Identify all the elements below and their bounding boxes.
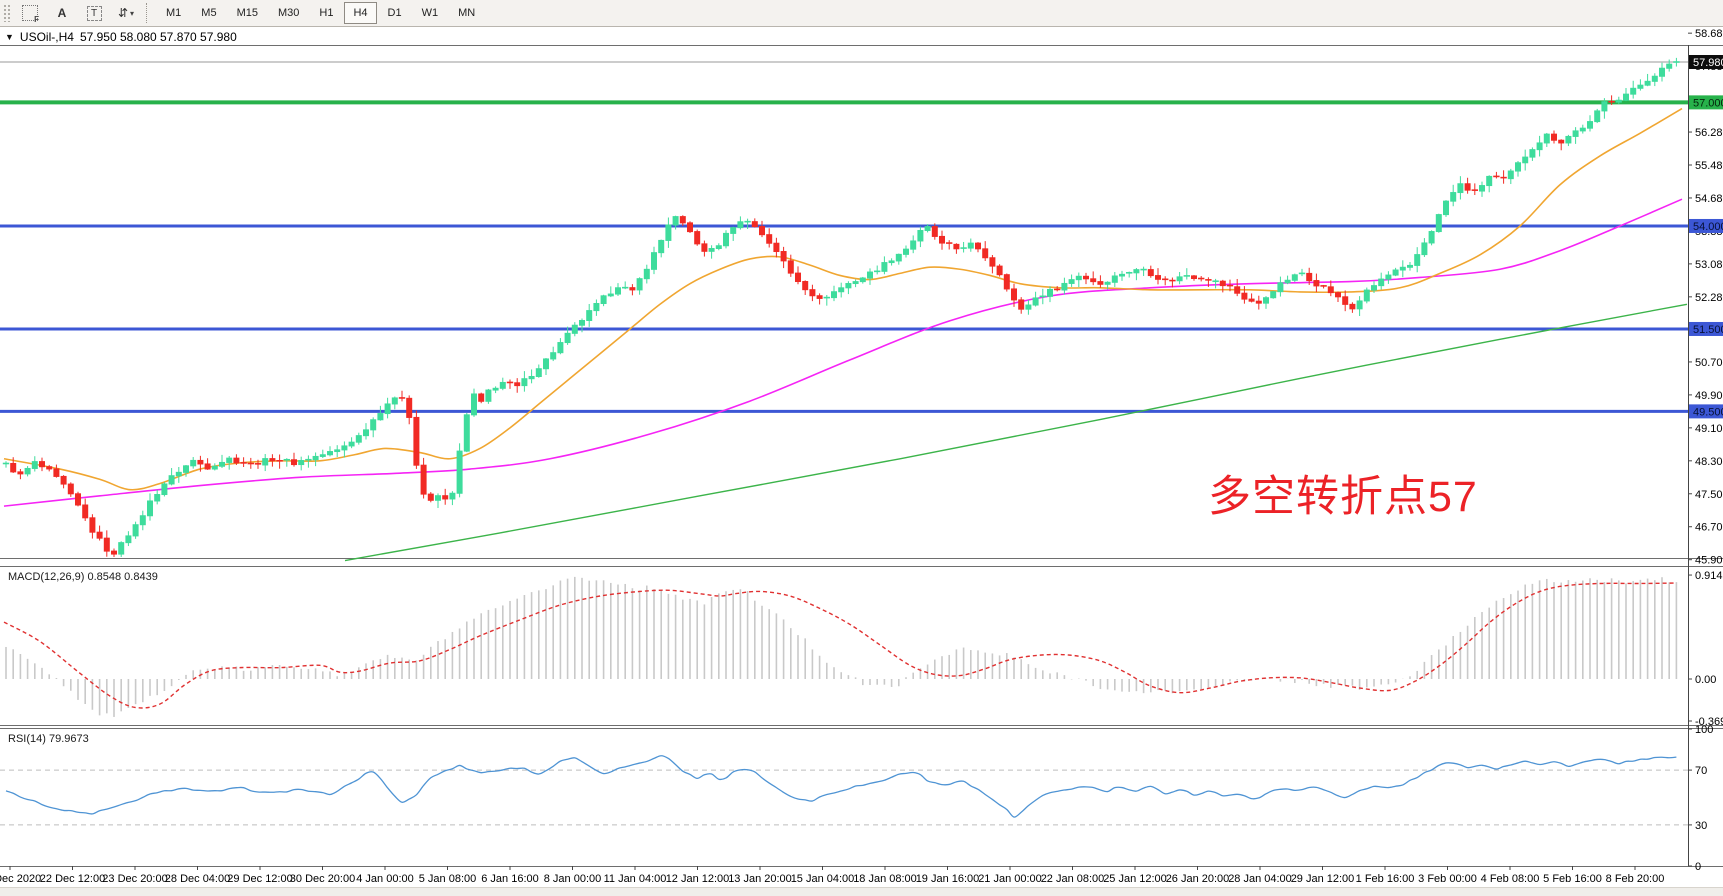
svg-text:8 Jan 00:00: 8 Jan 00:00 (544, 873, 602, 885)
svg-text:3 Feb 00:00: 3 Feb 00:00 (1418, 873, 1477, 885)
dropdown-caret-icon[interactable]: ▾ (130, 8, 135, 18)
svg-text:-0.3693: -0.3693 (1695, 716, 1723, 728)
timeframe-button-m30[interactable]: M30 (277, 7, 300, 19)
svg-text:18 Jan 08:00: 18 Jan 08:00 (853, 873, 917, 885)
svg-text:49.900: 49.900 (1695, 390, 1723, 402)
timeframe-button-mn[interactable]: MN (458, 7, 476, 19)
svg-text:11 Jan 04:00: 11 Jan 04:00 (604, 873, 667, 885)
svg-text:56.280: 56.280 (1695, 127, 1723, 139)
svg-text:28 Jan 04:00: 28 Jan 04:00 (1228, 873, 1292, 885)
svg-text:19 Jan 16:00: 19 Jan 16:00 (916, 873, 980, 885)
top-toolbar: F A T ⇵ ▾ M1 M5 M15 M30 H1 H4 D1 W1 MN (0, 0, 1723, 27)
svg-text:21 Dec 2020: 21 Dec 2020 (0, 873, 41, 885)
svg-text:49.500: 49.500 (1693, 406, 1723, 418)
svg-text:0.00: 0.00 (1695, 674, 1716, 686)
svg-text:54.000: 54.000 (1693, 221, 1723, 233)
svg-text:30: 30 (1695, 820, 1707, 832)
symbol-period-label: USOil-,H4 (19, 30, 74, 44)
svg-text:57.980: 57.980 (1693, 57, 1723, 69)
svg-text:53.080: 53.080 (1695, 259, 1723, 271)
svg-text:46.700: 46.700 (1695, 522, 1723, 534)
symbol-dropdown-icon[interactable]: ▼ (5, 32, 14, 42)
timeframe-toolbar: M1 M5 M15 M30 H1 H4 D1 W1 MN (156, 2, 485, 24)
svg-text:8 Feb 20:00: 8 Feb 20:00 (1606, 873, 1665, 885)
svg-text:22 Jan 08:00: 22 Jan 08:00 (1041, 873, 1105, 885)
svg-text:58.680: 58.680 (1695, 28, 1723, 40)
svg-text:54.680: 54.680 (1695, 193, 1723, 205)
text-label-icon[interactable]: T (79, 2, 109, 25)
timeframe-button-m15[interactable]: M15 (236, 7, 258, 19)
svg-text:52.280: 52.280 (1695, 292, 1723, 304)
svg-text:4 Jan 00:00: 4 Jan 00:00 (356, 873, 414, 885)
svg-text:30 Dec 20:00: 30 Dec 20:00 (290, 873, 355, 885)
chart-canvas[interactable]: 58.68057.88056.28055.48054.68053.88053.0… (0, 27, 1723, 895)
svg-text:55.480: 55.480 (1695, 160, 1723, 172)
svg-text:5 Jan 08:00: 5 Jan 08:00 (419, 873, 477, 885)
svg-text:4 Feb 08:00: 4 Feb 08:00 (1481, 873, 1540, 885)
svg-text:0: 0 (1695, 861, 1701, 873)
toolbar-drag-handle[interactable] (3, 4, 11, 22)
grid-chart-icon[interactable]: F (15, 2, 45, 25)
svg-text:57.000: 57.000 (1693, 97, 1723, 109)
svg-text:48.300: 48.300 (1695, 456, 1723, 468)
svg-text:6 Jan 16:00: 6 Jan 16:00 (481, 873, 539, 885)
chart-window[interactable]: ▼ USOil-,H4 57.950 58.080 57.870 57.980 … (0, 27, 1723, 896)
svg-text:12 Jan 12:00: 12 Jan 12:00 (666, 873, 730, 885)
timeframe-button-m5[interactable]: M5 (201, 7, 217, 19)
timeframe-button-w1[interactable]: W1 (421, 7, 439, 19)
svg-text:15 Jan 04:00: 15 Jan 04:00 (791, 873, 855, 885)
svg-text:21 Jan 00:00: 21 Jan 00:00 (978, 873, 1042, 885)
status-strip (0, 887, 1723, 896)
svg-text:23 Dec 20:00: 23 Dec 20:00 (102, 873, 167, 885)
rsi-indicator-label: RSI(14) 79.9673 (8, 733, 89, 745)
ohlc-readout: 57.950 58.080 57.870 57.980 (79, 30, 237, 44)
svg-text:0.9143: 0.9143 (1695, 570, 1723, 582)
timeframe-button-h1[interactable]: H1 (319, 7, 334, 19)
svg-text:70: 70 (1695, 765, 1707, 777)
cursor-arrows-icon[interactable]: ⇵ ▾ (117, 6, 135, 20)
timeframe-button-h4[interactable]: H4 (344, 2, 377, 24)
timeframe-button-m1[interactable]: M1 (166, 7, 182, 19)
svg-text:50.700: 50.700 (1695, 357, 1723, 369)
svg-text:28 Dec 04:00: 28 Dec 04:00 (165, 873, 230, 885)
svg-text:49.100: 49.100 (1695, 423, 1723, 435)
chart-title: ▼ USOil-,H4 57.950 58.080 57.870 57.980 (5, 30, 237, 44)
svg-text:51.500: 51.500 (1693, 324, 1723, 336)
svg-text:26 Jan 20:00: 26 Jan 20:00 (1166, 873, 1230, 885)
chart-text-annotation: 多空转折点57 (1208, 473, 1478, 521)
svg-text:22 Dec 12:00: 22 Dec 12:00 (40, 873, 105, 885)
svg-text:47.500: 47.500 (1695, 489, 1723, 501)
svg-text:13 Jan 20:00: 13 Jan 20:00 (728, 873, 792, 885)
macd-indicator-label: MACD(12,26,9) 0.8548 0.8439 (8, 571, 158, 583)
svg-text:1 Feb 16:00: 1 Feb 16:00 (1356, 873, 1415, 885)
svg-text:5 Feb 16:00: 5 Feb 16:00 (1543, 873, 1602, 885)
svg-text:29 Dec 12:00: 29 Dec 12:00 (227, 873, 292, 885)
toolbar-separator (146, 3, 152, 23)
svg-text:45.900: 45.900 (1695, 555, 1723, 567)
svg-text:25 Jan 12:00: 25 Jan 12:00 (1103, 873, 1167, 885)
svg-text:100: 100 (1695, 724, 1713, 736)
font-icon[interactable]: A (57, 6, 67, 20)
timeframe-button-d1[interactable]: D1 (387, 7, 402, 19)
svg-text:29 Jan 12:00: 29 Jan 12:00 (1291, 873, 1355, 885)
